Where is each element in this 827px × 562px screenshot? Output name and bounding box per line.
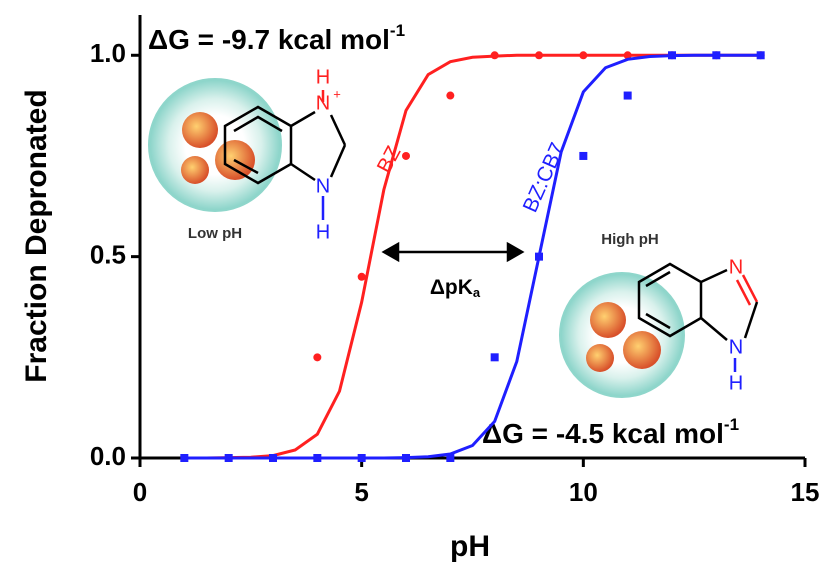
annotation: Low pH xyxy=(188,225,242,242)
point xyxy=(402,454,410,462)
point xyxy=(269,454,277,462)
atom-label: N xyxy=(729,256,743,278)
annotation: ΔG = -4.5 kcal mol-1 xyxy=(482,415,739,449)
point xyxy=(446,92,454,100)
series-label: BZ xyxy=(373,142,406,177)
atom-label: H xyxy=(316,66,330,88)
point xyxy=(491,353,499,361)
point xyxy=(491,51,499,59)
point xyxy=(358,273,366,281)
atom-label: N xyxy=(729,336,743,358)
atom-label: N xyxy=(316,92,330,114)
point xyxy=(757,51,765,59)
x-axis-label: pH xyxy=(450,530,490,562)
x-tick-label: 10 xyxy=(569,477,598,507)
point xyxy=(313,454,321,462)
point xyxy=(446,454,454,462)
y-tick-label: 0.0 xyxy=(90,441,126,471)
x-tick-label: 0 xyxy=(133,477,147,507)
double-arrow xyxy=(384,244,522,260)
point xyxy=(579,51,587,59)
atom-label: H xyxy=(729,372,743,394)
cage-right xyxy=(560,273,684,397)
cage-left xyxy=(149,79,281,211)
point xyxy=(535,253,543,261)
point xyxy=(313,353,321,361)
x-tick-label: 15 xyxy=(791,477,820,507)
point xyxy=(180,454,188,462)
y-tick-label: 1.0 xyxy=(90,38,126,68)
point xyxy=(225,454,233,462)
point xyxy=(358,454,366,462)
x-tick-label: 5 xyxy=(354,477,368,507)
y-axis-label: Fraction Depronated xyxy=(20,89,53,382)
point xyxy=(579,152,587,160)
annotation: ΔpKa xyxy=(430,276,481,301)
point xyxy=(668,51,676,59)
point xyxy=(624,92,632,100)
atom-charge: + xyxy=(333,86,341,101)
atom-label: H xyxy=(316,221,330,243)
point xyxy=(535,51,543,59)
chart: H N + N H N N H Low pH High pH ΔpKa ΔG =… xyxy=(0,0,827,562)
y-tick-label: 0.5 xyxy=(90,240,126,270)
annotation: High pH xyxy=(601,231,659,248)
point xyxy=(712,51,720,59)
annotation: ΔG = -9.7 kcal mol-1 xyxy=(148,21,405,55)
series-label: BZ:CB7 xyxy=(519,139,570,216)
atom-label: N xyxy=(316,175,330,197)
